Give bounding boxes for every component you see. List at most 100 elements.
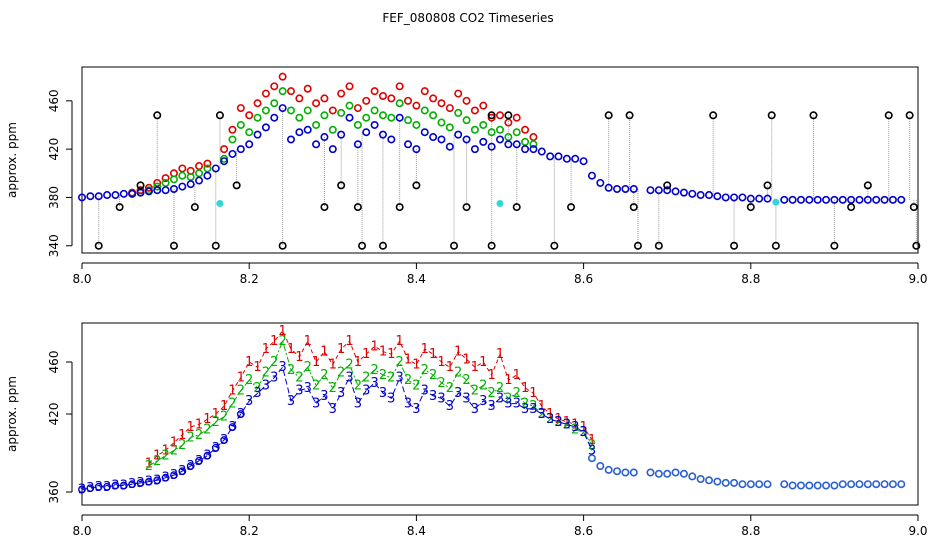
series-marker-label: 1: [312, 355, 320, 370]
series-marker-label: 2: [270, 355, 278, 370]
series-marker-label: 3: [362, 384, 370, 399]
series-marker-label: 1: [421, 342, 429, 357]
series-marker-label: 2: [571, 423, 579, 438]
series-marker-label: 2: [412, 378, 420, 393]
data-point: [813, 195, 822, 204]
data-point: [220, 154, 229, 163]
data-point: [203, 451, 212, 460]
data-point: [450, 241, 459, 250]
data-point: [337, 89, 346, 98]
series-marker-label: 2: [220, 410, 228, 425]
data-point: [847, 195, 856, 204]
series-marker-label: 1: [454, 345, 462, 360]
data-point: [195, 162, 204, 171]
series-marker-label: 2: [362, 371, 370, 386]
plot-frame: [81, 322, 919, 506]
data-point: [303, 84, 312, 93]
data-point: [186, 462, 195, 470]
series-marker-label: 1: [579, 420, 587, 435]
series-marker-label: 3: [571, 420, 579, 435]
data-point: [646, 468, 655, 477]
data-point: [625, 111, 634, 120]
data-point: [115, 203, 124, 212]
data-point: [730, 478, 739, 487]
series-marker-label: 2: [538, 407, 546, 422]
data-point: [412, 101, 421, 110]
data-point: [863, 181, 872, 190]
series-marker-label: 2: [145, 459, 153, 474]
series-marker-label: 3: [78, 482, 86, 497]
data-point: [771, 241, 780, 250]
series-marker-label: 1: [396, 334, 404, 349]
data-point: [905, 111, 914, 120]
series-marker-label: 1: [253, 360, 261, 375]
y-tick-label: 380: [47, 186, 61, 209]
data-point: [144, 187, 153, 196]
series-marker-label: 1: [362, 347, 370, 362]
series-marker-label: 1: [170, 436, 178, 451]
series-marker-label: 1: [479, 355, 487, 370]
series-marker-label: 3: [471, 402, 479, 417]
data-point: [345, 101, 354, 110]
data-point: [144, 477, 153, 486]
series-marker-label: 1: [187, 420, 195, 435]
data-point: [721, 478, 730, 487]
series-marker-label: 1: [588, 433, 596, 448]
data-point: [713, 192, 722, 201]
series-marker-label: 3: [237, 407, 245, 422]
data-point: [496, 199, 504, 207]
data-point: [286, 135, 295, 144]
data-point: [671, 187, 680, 196]
series-marker-label: 3: [287, 394, 295, 409]
data-point: [236, 145, 245, 154]
data-point: [880, 480, 889, 489]
data-point: [178, 164, 187, 173]
series-marker-label: 1: [387, 347, 395, 362]
series-marker-label: 2: [487, 386, 495, 401]
series-marker-label: 2: [304, 360, 312, 375]
series-marker-label: 1: [145, 456, 153, 471]
series-marker-label: 2: [203, 423, 211, 438]
series-marker-label: 1: [554, 412, 562, 427]
data-point: [320, 203, 329, 212]
data-point: [562, 154, 571, 163]
data-point: [909, 203, 918, 212]
data-point: [153, 178, 162, 187]
series-marker-label: 1: [262, 342, 270, 357]
data-point: [270, 82, 279, 91]
series-marker-label: 2: [195, 428, 203, 443]
series-marker-label: 2: [554, 415, 562, 430]
series-marker-label: 3: [203, 449, 211, 464]
data-point: [780, 480, 789, 489]
data-point: [337, 108, 346, 117]
data-point: [554, 152, 563, 161]
data-point: [412, 181, 421, 190]
data-point: [504, 140, 513, 149]
data-point: [880, 195, 889, 204]
data-point: [838, 480, 847, 489]
data-point: [604, 111, 613, 120]
data-point: [730, 241, 739, 250]
series-marker-label: 1: [270, 334, 278, 349]
data-point: [178, 467, 187, 476]
data-point: [587, 454, 596, 463]
series-marker-label: 2: [546, 412, 554, 427]
x-tick-label: 8.6: [574, 524, 593, 538]
data-point: [437, 118, 446, 127]
data-point: [512, 113, 521, 122]
data-point: [487, 241, 496, 250]
y-tick-label: 340: [47, 234, 61, 257]
data-point: [613, 467, 622, 476]
series-marker-label: 3: [354, 397, 362, 412]
data-point: [822, 195, 831, 204]
series-cyan: [216, 198, 780, 207]
series-marker-label: 1: [529, 386, 537, 401]
data-point: [487, 111, 496, 120]
data-point: [190, 203, 199, 212]
data-point: [169, 184, 178, 193]
data-point: [412, 120, 421, 129]
series-marker-label: 1: [496, 347, 504, 362]
series-3-circles: [78, 410, 245, 494]
data-point: [470, 145, 479, 154]
series-marker-label: 3: [245, 394, 253, 409]
